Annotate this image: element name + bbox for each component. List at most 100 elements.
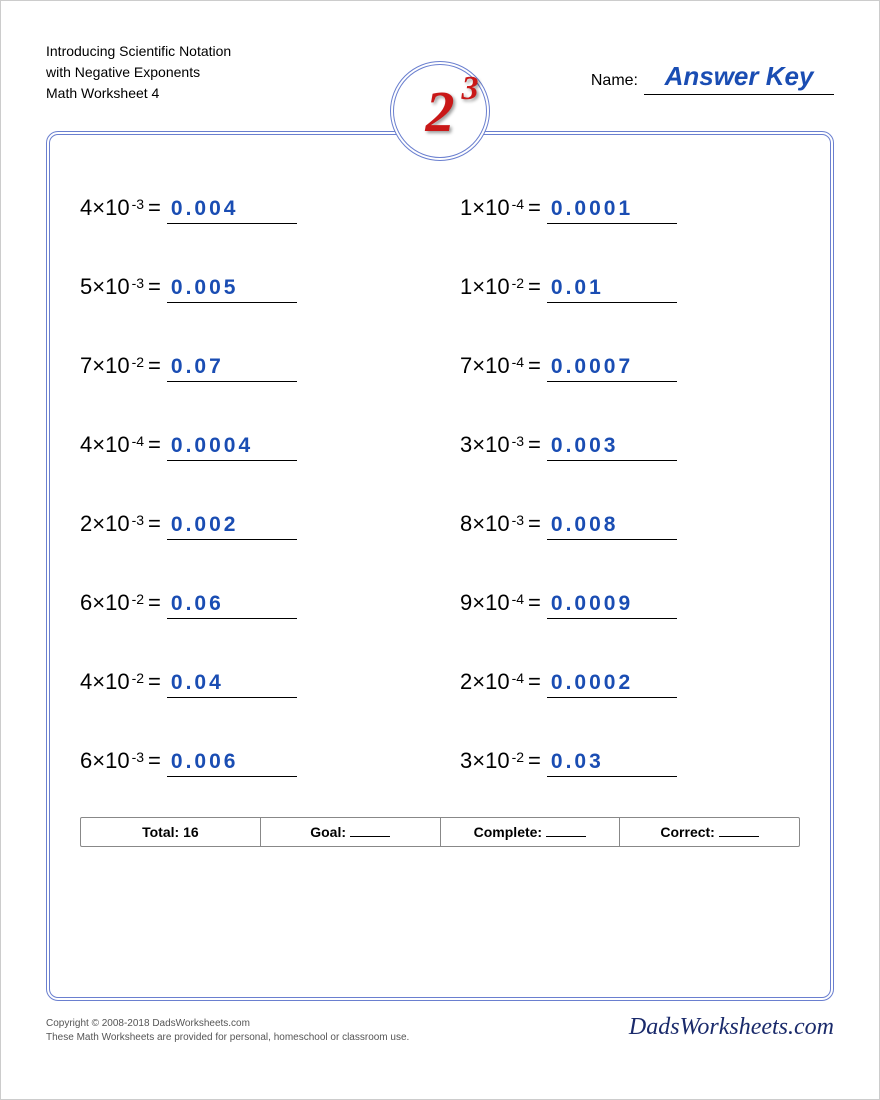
goal-cell: Goal: xyxy=(261,818,441,846)
equals-sign: = xyxy=(528,511,541,537)
times-sign: × xyxy=(92,195,105,221)
equals-sign: = xyxy=(528,195,541,221)
problem-expression: 3×10-3 xyxy=(460,432,524,458)
problem-row: 4×10-4=0.0004 xyxy=(80,432,420,461)
exponent: -4 xyxy=(512,591,524,607)
answer-value: 0.002 xyxy=(167,513,297,540)
logo-inner: 2 3 xyxy=(426,78,455,145)
problem-expression: 7×10-4 xyxy=(460,353,524,379)
exponent: -3 xyxy=(512,433,524,449)
problem-row: 3×10-3=0.003 xyxy=(460,432,800,461)
equals-sign: = xyxy=(528,669,541,695)
copyright-line-2: These Math Worksheets are provided for p… xyxy=(46,1031,409,1045)
worksheet-frame: 4×10-3=0.0041×10-4=0.00015×10-3=0.0051×1… xyxy=(46,131,834,1001)
answer-value: 0.008 xyxy=(547,513,677,540)
times-sign: × xyxy=(92,511,105,537)
equals-sign: = xyxy=(528,432,541,458)
name-label: Name: xyxy=(591,72,638,90)
answer-value: 0.03 xyxy=(547,750,677,777)
equals-sign: = xyxy=(148,748,161,774)
copyright-block: Copyright © 2008-2018 DadsWorksheets.com… xyxy=(46,1011,834,1045)
problem-expression: 4×10-4 xyxy=(80,432,144,458)
logo-base-number: 2 xyxy=(426,79,455,144)
base-ten: 10 xyxy=(105,511,129,537)
coefficient: 3 xyxy=(460,748,472,774)
copyright-line-1: Copyright © 2008-2018 DadsWorksheets.com xyxy=(46,1017,409,1031)
base-ten: 10 xyxy=(485,195,509,221)
exponent: -3 xyxy=(132,275,144,291)
coefficient: 8 xyxy=(460,511,472,537)
answer-value: 0.004 xyxy=(167,197,297,224)
problem-row: 8×10-3=0.008 xyxy=(460,511,800,540)
problem-row: 4×10-2=0.04 xyxy=(80,669,420,698)
coefficient: 7 xyxy=(460,353,472,379)
name-value: Answer Key xyxy=(644,61,834,95)
equals-sign: = xyxy=(528,748,541,774)
equals-sign: = xyxy=(528,274,541,300)
coefficient: 1 xyxy=(460,195,472,221)
exponent: -4 xyxy=(512,354,524,370)
problem-row: 7×10-4=0.0007 xyxy=(460,353,800,382)
problem-row: 2×10-4=0.0002 xyxy=(460,669,800,698)
problem-expression: 2×10-3 xyxy=(80,511,144,537)
answer-value: 0.06 xyxy=(167,592,297,619)
base-ten: 10 xyxy=(485,669,509,695)
problem-row: 7×10-2=0.07 xyxy=(80,353,420,382)
problem-expression: 1×10-4 xyxy=(460,195,524,221)
times-sign: × xyxy=(92,274,105,300)
exponent: -3 xyxy=(132,512,144,528)
answer-value: 0.0001 xyxy=(547,197,677,224)
problem-expression: 5×10-3 xyxy=(80,274,144,300)
answer-value: 0.04 xyxy=(167,671,297,698)
base-ten: 10 xyxy=(105,590,129,616)
exponent-logo: 2 3 xyxy=(390,61,490,161)
problem-expression: 6×10-2 xyxy=(80,590,144,616)
problem-row: 6×10-3=0.006 xyxy=(80,748,420,777)
answer-value: 0.0007 xyxy=(547,355,677,382)
times-sign: × xyxy=(92,748,105,774)
equals-sign: = xyxy=(148,432,161,458)
correct-cell: Correct: xyxy=(620,818,799,846)
base-ten: 10 xyxy=(485,274,509,300)
base-ten: 10 xyxy=(485,590,509,616)
base-ten: 10 xyxy=(105,748,129,774)
goal-label: Goal: xyxy=(310,824,346,840)
footer-bar: Total: 16 Goal: Complete: Correct: xyxy=(80,817,800,847)
coefficient: 2 xyxy=(80,511,92,537)
coefficient: 5 xyxy=(80,274,92,300)
answer-value: 0.005 xyxy=(167,276,297,303)
base-ten: 10 xyxy=(485,432,509,458)
problem-expression: 4×10-2 xyxy=(80,669,144,695)
title-line-3: Math Worksheet 4 xyxy=(46,83,266,104)
answer-value: 0.006 xyxy=(167,750,297,777)
problem-expression: 3×10-2 xyxy=(460,748,524,774)
times-sign: × xyxy=(472,748,485,774)
times-sign: × xyxy=(472,353,485,379)
coefficient: 1 xyxy=(460,274,472,300)
title-block: Introducing Scientific Notation with Neg… xyxy=(46,41,266,104)
correct-blank xyxy=(719,836,759,837)
problem-expression: 4×10-3 xyxy=(80,195,144,221)
problem-row: 1×10-4=0.0001 xyxy=(460,195,800,224)
exponent: -4 xyxy=(512,196,524,212)
brand-logo: DadsWorksheets.com xyxy=(629,1011,834,1045)
equals-sign: = xyxy=(148,669,161,695)
correct-label: Correct: xyxy=(660,824,714,840)
problem-row: 1×10-2=0.01 xyxy=(460,274,800,303)
base-ten: 10 xyxy=(105,353,129,379)
problems-grid: 4×10-3=0.0041×10-4=0.00015×10-3=0.0051×1… xyxy=(80,195,800,777)
exponent: -3 xyxy=(132,749,144,765)
base-ten: 10 xyxy=(105,669,129,695)
coefficient: 4 xyxy=(80,669,92,695)
times-sign: × xyxy=(472,590,485,616)
complete-blank xyxy=(546,836,586,837)
times-sign: × xyxy=(472,274,485,300)
equals-sign: = xyxy=(148,590,161,616)
equals-sign: = xyxy=(148,511,161,537)
base-ten: 10 xyxy=(105,195,129,221)
coefficient: 4 xyxy=(80,195,92,221)
problem-row: 6×10-2=0.06 xyxy=(80,590,420,619)
exponent: -2 xyxy=(132,354,144,370)
name-block: Name: Answer Key xyxy=(591,61,834,95)
exponent: -3 xyxy=(132,196,144,212)
